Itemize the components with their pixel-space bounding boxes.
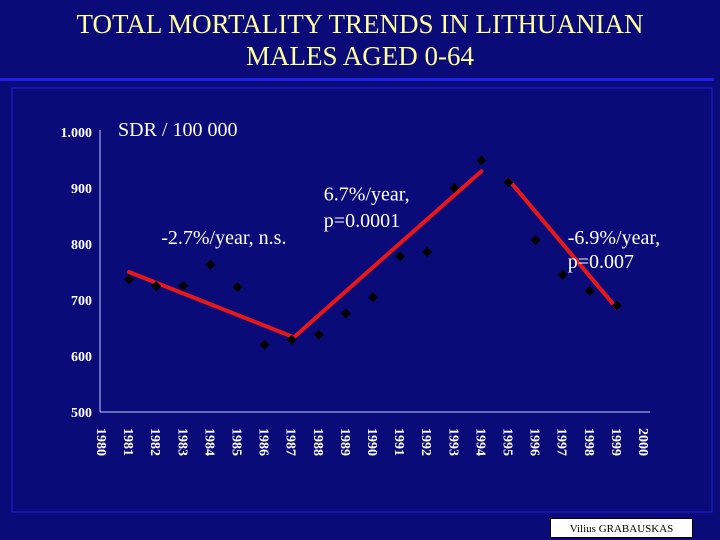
- author-credit: Vilius GRABAUSKAS: [550, 518, 693, 538]
- x-tick-label: 1987: [283, 428, 298, 456]
- x-tick-label: 1990: [364, 428, 379, 456]
- data-point: [557, 269, 568, 280]
- x-tick-label: 1998: [581, 428, 596, 456]
- data-point: [422, 246, 433, 257]
- trend-line: [506, 177, 619, 311]
- y-tick-label: 700: [71, 294, 92, 309]
- x-tick-label: 1983: [174, 428, 189, 456]
- x-tick-label: 1991: [391, 428, 406, 456]
- x-tick-label: 1997: [554, 428, 569, 456]
- title-line-2: MALES AGED 0-64: [246, 41, 474, 71]
- trend-annotation: p=0.0001: [324, 210, 400, 232]
- trend-line: [127, 270, 294, 339]
- title-divider: [0, 78, 714, 81]
- plot-frame: [11, 87, 713, 513]
- data-point: [178, 281, 189, 291]
- x-tick-label: 1986: [256, 428, 271, 456]
- x-tick-label: 1992: [418, 428, 433, 456]
- x-tick-label: 1989: [337, 428, 352, 456]
- data-point: [340, 308, 351, 319]
- trend-annotation: 6.7%/year,: [324, 183, 410, 205]
- data-point: [313, 329, 324, 340]
- y-tick-label: 800: [71, 238, 92, 253]
- x-tick-label: 1984: [201, 428, 216, 456]
- x-tick-label: 1996: [527, 428, 542, 456]
- chart-labels: SDR / 100 000 -2.7%/year, n.s. 6.7%/year, p…: [118, 119, 660, 273]
- trend-annotation: -2.7%/year, n.s.: [161, 227, 286, 249]
- data-point: [205, 259, 216, 270]
- x-tick-label: 1995: [500, 428, 515, 456]
- y-axis-title: SDR / 100 000: [118, 119, 237, 141]
- data-point: [584, 286, 595, 297]
- y-tick-label: 1.000: [61, 126, 93, 141]
- data-point: [259, 339, 270, 350]
- y-tick-label: 900: [71, 182, 92, 197]
- data-point: [368, 292, 378, 303]
- x-tick-label: 1988: [310, 428, 325, 456]
- data-point: [530, 235, 541, 246]
- y-tick-label: 600: [71, 350, 92, 365]
- data-point: [395, 251, 406, 262]
- data-point: [232, 282, 243, 293]
- data-point: [151, 281, 162, 291]
- data-point: [611, 300, 622, 311]
- data-point: [124, 274, 135, 285]
- y-tick-label: 500: [71, 406, 92, 421]
- trend-line: [289, 169, 484, 342]
- x-tick-label: 1994: [472, 428, 487, 456]
- chart-axes: 500 600 700 800 900 1.000 1980 1981 1982 1983 1984…: [61, 126, 650, 456]
- x-tick-label: 1980: [93, 428, 108, 456]
- data-point: [286, 334, 297, 345]
- title-line-1: TOTAL MORTALITY TRENDS IN LITHUANIAN: [76, 9, 644, 39]
- data-points: [124, 155, 622, 350]
- x-tick-label: 2000: [635, 428, 650, 456]
- x-tick-label: 1981: [120, 428, 135, 456]
- x-tick-label: 1985: [229, 428, 244, 456]
- data-point: [503, 177, 514, 188]
- trend-annotation: -6.9%/year,: [568, 227, 661, 249]
- x-tick-label: 1993: [445, 428, 460, 456]
- x-tick-label: 1999: [608, 428, 623, 456]
- trend-annotation: p=0.007: [568, 251, 634, 273]
- data-point: [476, 155, 487, 166]
- slide-title: TOTAL MORTALITY TRENDS IN LITHUANIAN MAL…: [0, 8, 720, 72]
- x-tick-label: 1982: [147, 428, 162, 456]
- data-point: [449, 183, 460, 193]
